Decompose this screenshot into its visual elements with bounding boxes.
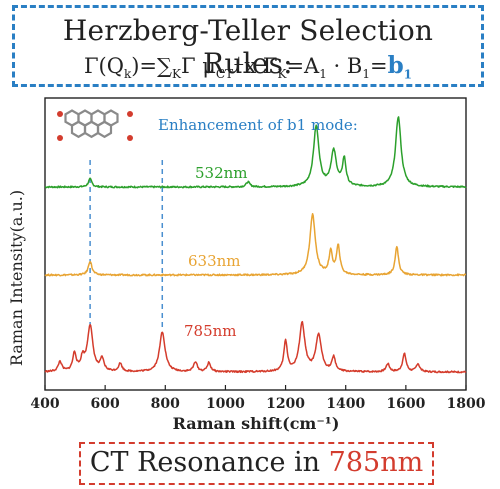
series-layer: 532nm 633nm 785nm (44, 116, 467, 374)
formula-dot-b: · B (326, 54, 363, 78)
x-tick-label-0: 400 (30, 396, 59, 412)
formula-gamma-mu: Γ μ (180, 54, 216, 78)
molecule-structure-icon (57, 109, 133, 141)
oxygen-atom-2 (127, 111, 133, 117)
formula-eq1: )=∑ (131, 54, 173, 78)
x-axis-ticks: 400 600 800 1000 1200 1400 1600 1800 (30, 385, 486, 412)
y-axis-label: Raman Intensity(a.u.) (7, 190, 26, 366)
x-tick-label-2: 800 (151, 396, 180, 412)
formula-ct-sub: CT (215, 67, 234, 82)
formula-sum-sub: K (172, 67, 181, 82)
chart-title: Herzberg-Teller Selection Rules: (62, 14, 434, 80)
ct-resonance-box: CT Resonance in 785nm (79, 442, 434, 485)
oxygen-atom-1 (57, 135, 63, 141)
ring-4 (70, 120, 87, 139)
formula-x-gamma: x Γ (244, 54, 278, 78)
title-box: Herzberg-Teller Selection Rules: Γ(Qk)=∑… (12, 5, 484, 87)
series-line-633nm (44, 212, 467, 277)
formula-lhs-sub: k (123, 67, 132, 82)
formula-eq2: =A (286, 54, 320, 78)
plot-border (44, 97, 467, 391)
oxygen-atom-0 (57, 111, 63, 117)
footer-prefix: CT Resonance in (89, 447, 329, 478)
formula-perp-sup: ⊥ (233, 54, 245, 68)
x-tick-label-1: 600 (91, 396, 120, 412)
x-axis-label: Raman shift(cm⁻¹) (173, 414, 340, 433)
b1-mode-marker-lines (89, 160, 164, 330)
formula-result-sub: 1 (403, 67, 413, 82)
series-label-633nm: 633nm (188, 252, 241, 270)
formula-result: b (387, 52, 404, 79)
selection-rule-formula: Γ(Qk)=∑KΓ μCT⊥x ΓK=A1 · B1=b1 (15, 52, 481, 82)
x-tick-label-6: 1600 (386, 396, 425, 412)
series-label-785nm: 785nm (184, 322, 237, 340)
formula-eq3: = (369, 54, 388, 78)
footer-highlight: 785nm (328, 447, 424, 478)
x-tick-label-7: 1800 (447, 396, 486, 412)
ring-5 (83, 120, 100, 139)
b1-enhancement-annotation: Enhancement of b1 mode: (158, 116, 358, 134)
ring-6 (96, 120, 113, 139)
formula-k-sub: K (277, 67, 287, 82)
formula-b-sub: 1 (362, 67, 370, 82)
oxygen-atom-3 (127, 135, 133, 141)
plot-frame (44, 97, 467, 391)
formula-lhs: Γ(Q (83, 54, 124, 78)
series-line-532nm (44, 116, 467, 189)
series-label-532nm: 532nm (195, 164, 248, 182)
x-tick-label-5: 1400 (326, 396, 365, 412)
x-tick-label-3: 1000 (206, 396, 245, 412)
formula-a-sub: 1 (319, 67, 327, 82)
series-line-785nm (44, 320, 467, 374)
x-tick-label-4: 1200 (266, 396, 305, 412)
